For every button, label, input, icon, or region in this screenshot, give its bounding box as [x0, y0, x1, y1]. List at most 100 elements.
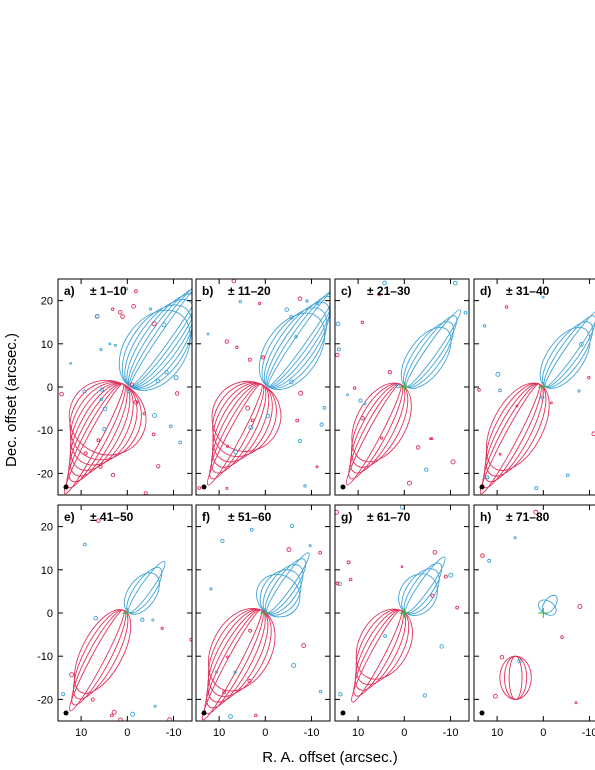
- noise-contour: [480, 553, 485, 558]
- noise-contour: [93, 615, 98, 621]
- source-position-marker: [399, 608, 410, 618]
- noise-contour: [155, 378, 161, 383]
- emission-contours: [335, 280, 468, 486]
- noise-contour: [499, 655, 505, 660]
- noise-contour: [295, 418, 300, 423]
- panel-letter: g): [341, 510, 352, 524]
- noise-contour: [189, 637, 192, 642]
- noise-contour: [415, 445, 421, 450]
- y-tick-label: 20: [41, 522, 53, 534]
- blue-contour: [259, 569, 302, 616]
- noise-contour: [560, 635, 564, 639]
- beam-ellipse: [340, 484, 346, 490]
- noise-contour: [382, 280, 387, 286]
- noise-contour: [289, 315, 294, 320]
- red-contour: [211, 380, 282, 452]
- noise-contour: [303, 484, 307, 488]
- noise-contour: [220, 538, 225, 544]
- y-tick-label: -10: [37, 651, 53, 663]
- y-tick-label: 10: [41, 565, 53, 577]
- noise-contour: [102, 406, 108, 412]
- noise-contour: [515, 404, 519, 408]
- noise-contour: [534, 486, 539, 491]
- noise-contour: [140, 617, 145, 622]
- panel-letter: h): [480, 510, 491, 524]
- noise-contour: [318, 550, 323, 555]
- noise-contour: [319, 422, 324, 427]
- noise-contour: [238, 299, 243, 304]
- noise-contour: [577, 389, 581, 393]
- panel-h: 10 0 -10 h) ± 71–80: [473, 504, 595, 739]
- noise-contour: [135, 400, 139, 404]
- red-contour: [485, 383, 547, 477]
- noise-contour: [245, 405, 251, 411]
- red-contour: [351, 609, 403, 703]
- noise-contour: [463, 310, 468, 315]
- noise-contour: [318, 689, 323, 694]
- noise-contour: [90, 697, 95, 702]
- noise-contour: [151, 321, 157, 327]
- noise-contour: [82, 542, 87, 547]
- y-tick-label: -10: [37, 425, 53, 437]
- blue-contour: [266, 289, 330, 387]
- noise-contour: [126, 390, 130, 394]
- noise-contour: [118, 309, 123, 315]
- blue-contour: [265, 295, 330, 388]
- red-contour: [504, 655, 528, 700]
- x-tick-label: -10: [304, 727, 320, 739]
- red-contour: [351, 382, 412, 463]
- y-tick-label: 20: [41, 296, 53, 308]
- emission-contours: [59, 279, 192, 495]
- noise-contour: [338, 692, 343, 697]
- noise-contour: [286, 547, 292, 553]
- panel-g: 10 0 -10 g) ± 61–70: [334, 504, 470, 739]
- noise-contour: [360, 416, 365, 421]
- red-contour: [204, 609, 264, 715]
- noise-contour: [108, 342, 112, 346]
- noise-contour: [59, 391, 64, 397]
- blue-contour: [129, 281, 192, 387]
- noise-contour: [102, 427, 107, 432]
- source-position-marker: [538, 608, 549, 618]
- noise-contour: [358, 398, 363, 403]
- noise-contour: [485, 475, 490, 480]
- x-tick-label: 0: [540, 727, 546, 739]
- noise-contour: [289, 379, 294, 384]
- noise-contour: [247, 678, 252, 684]
- noise-contour: [82, 389, 87, 394]
- y-tick-label: -20: [37, 694, 53, 706]
- noise-contour: [83, 451, 88, 456]
- noise-contour: [224, 339, 230, 344]
- noise-contour: [167, 717, 172, 721]
- red-contour: [207, 607, 276, 692]
- noise-contour: [160, 626, 164, 630]
- x-tick-label: 0: [262, 727, 268, 739]
- noise-contour: [337, 581, 342, 586]
- noise-contour: [430, 593, 435, 598]
- noise-contour: [399, 505, 405, 510]
- noise-contour: [498, 452, 502, 456]
- y-axis-label: Dec. offset (arcsec.): [3, 333, 20, 467]
- emission-contours: [335, 505, 459, 703]
- panel-letter: d): [480, 284, 491, 298]
- noise-contour: [322, 406, 327, 410]
- y-tick-label: -20: [37, 468, 53, 480]
- panel-letter: b): [202, 284, 213, 298]
- noise-contour: [153, 704, 157, 708]
- panel-letter: c): [341, 284, 352, 298]
- noise-contour: [432, 550, 438, 555]
- noise-contour: [335, 352, 340, 358]
- noise-contour: [69, 672, 75, 678]
- red-contour: [345, 383, 402, 486]
- noise-contour: [161, 322, 167, 328]
- y-tick-label: 0: [47, 608, 53, 620]
- noise-contour: [96, 438, 101, 442]
- noise-contour: [173, 375, 179, 381]
- red-contour: [350, 383, 406, 474]
- noise-contour: [291, 662, 297, 668]
- noise-contour: [69, 361, 72, 365]
- red-contour: [206, 383, 263, 486]
- beam-ellipse: [479, 710, 485, 716]
- panel-b: b) ± 11–20: [195, 278, 331, 496]
- noise-contour: [225, 486, 229, 490]
